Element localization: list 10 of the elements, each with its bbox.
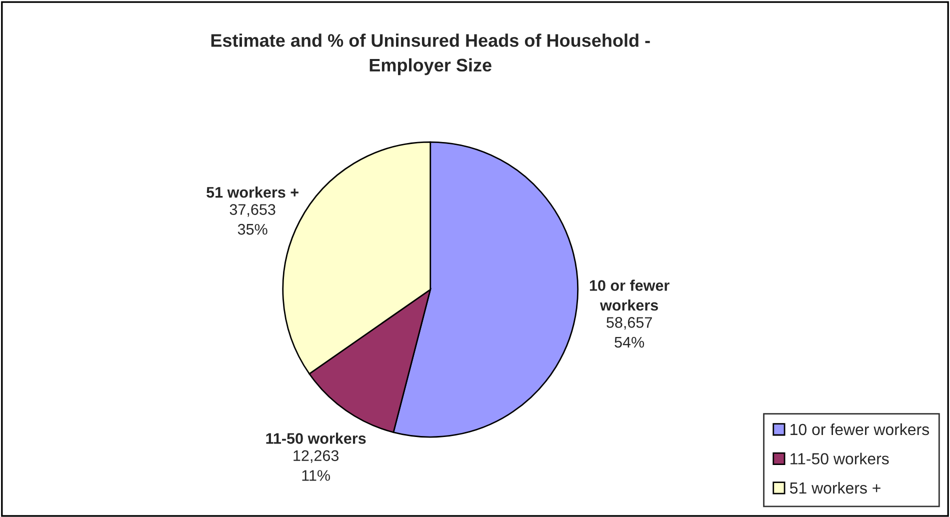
slice-label: 11-50 workers (266, 432, 366, 444)
chart-title: Estimate and % of Uninsured Heads of Household - Employer Size (211, 34, 650, 76)
data-label: 37,653 35% (230, 204, 276, 235)
data-label: 12,263 11% (294, 450, 339, 481)
legend-label: 10 or fewer workers (790, 423, 930, 436)
slice-label: 10 or fewer workers (590, 280, 670, 311)
data-label: 58,657 54% (606, 317, 652, 348)
slice-label: 51 workers + (206, 186, 298, 198)
legend-label: 11-50 workers (790, 452, 889, 464)
legend-label: 51 workers + (790, 482, 880, 494)
